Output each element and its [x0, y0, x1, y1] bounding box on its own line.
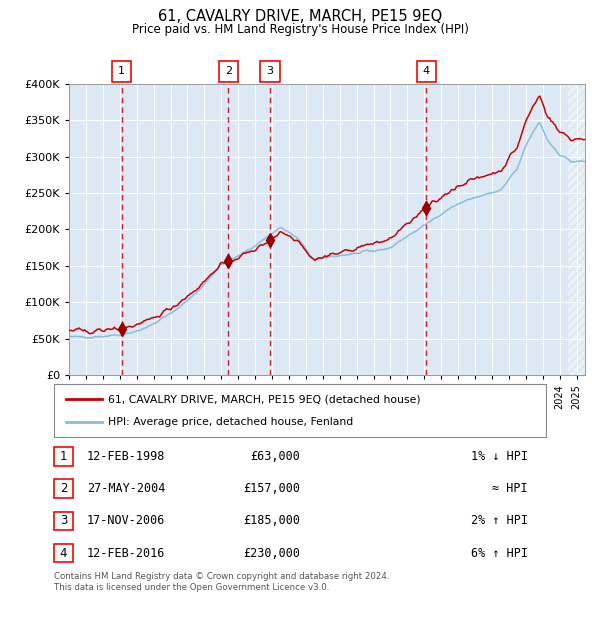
Text: Price paid vs. HM Land Registry's House Price Index (HPI): Price paid vs. HM Land Registry's House … [131, 23, 469, 36]
Text: 2% ↑ HPI: 2% ↑ HPI [471, 515, 528, 527]
Text: HPI: Average price, detached house, Fenland: HPI: Average price, detached house, Fenl… [108, 417, 353, 427]
Text: 61, CAVALRY DRIVE, MARCH, PE15 9EQ (detached house): 61, CAVALRY DRIVE, MARCH, PE15 9EQ (deta… [108, 394, 421, 404]
Text: 4: 4 [60, 547, 67, 559]
Text: £157,000: £157,000 [243, 482, 300, 495]
Text: ≈ HPI: ≈ HPI [493, 482, 528, 495]
Text: 17-NOV-2006: 17-NOV-2006 [87, 515, 166, 527]
Text: 61, CAVALRY DRIVE, MARCH, PE15 9EQ: 61, CAVALRY DRIVE, MARCH, PE15 9EQ [158, 9, 442, 24]
Text: 1: 1 [118, 66, 125, 76]
Text: 1: 1 [60, 450, 67, 463]
Text: £185,000: £185,000 [243, 515, 300, 527]
Text: 12-FEB-1998: 12-FEB-1998 [87, 450, 166, 463]
Text: 6% ↑ HPI: 6% ↑ HPI [471, 547, 528, 559]
Text: 4: 4 [423, 66, 430, 76]
Text: 27-MAY-2004: 27-MAY-2004 [87, 482, 166, 495]
Text: 12-FEB-2016: 12-FEB-2016 [87, 547, 166, 559]
Text: £63,000: £63,000 [250, 450, 300, 463]
Text: 3: 3 [266, 66, 274, 76]
Text: 2: 2 [224, 66, 232, 76]
Text: £230,000: £230,000 [243, 547, 300, 559]
Text: 2: 2 [60, 482, 67, 495]
Text: Contains HM Land Registry data © Crown copyright and database right 2024.
This d: Contains HM Land Registry data © Crown c… [54, 572, 389, 591]
Text: 3: 3 [60, 515, 67, 527]
Text: 1% ↓ HPI: 1% ↓ HPI [471, 450, 528, 463]
